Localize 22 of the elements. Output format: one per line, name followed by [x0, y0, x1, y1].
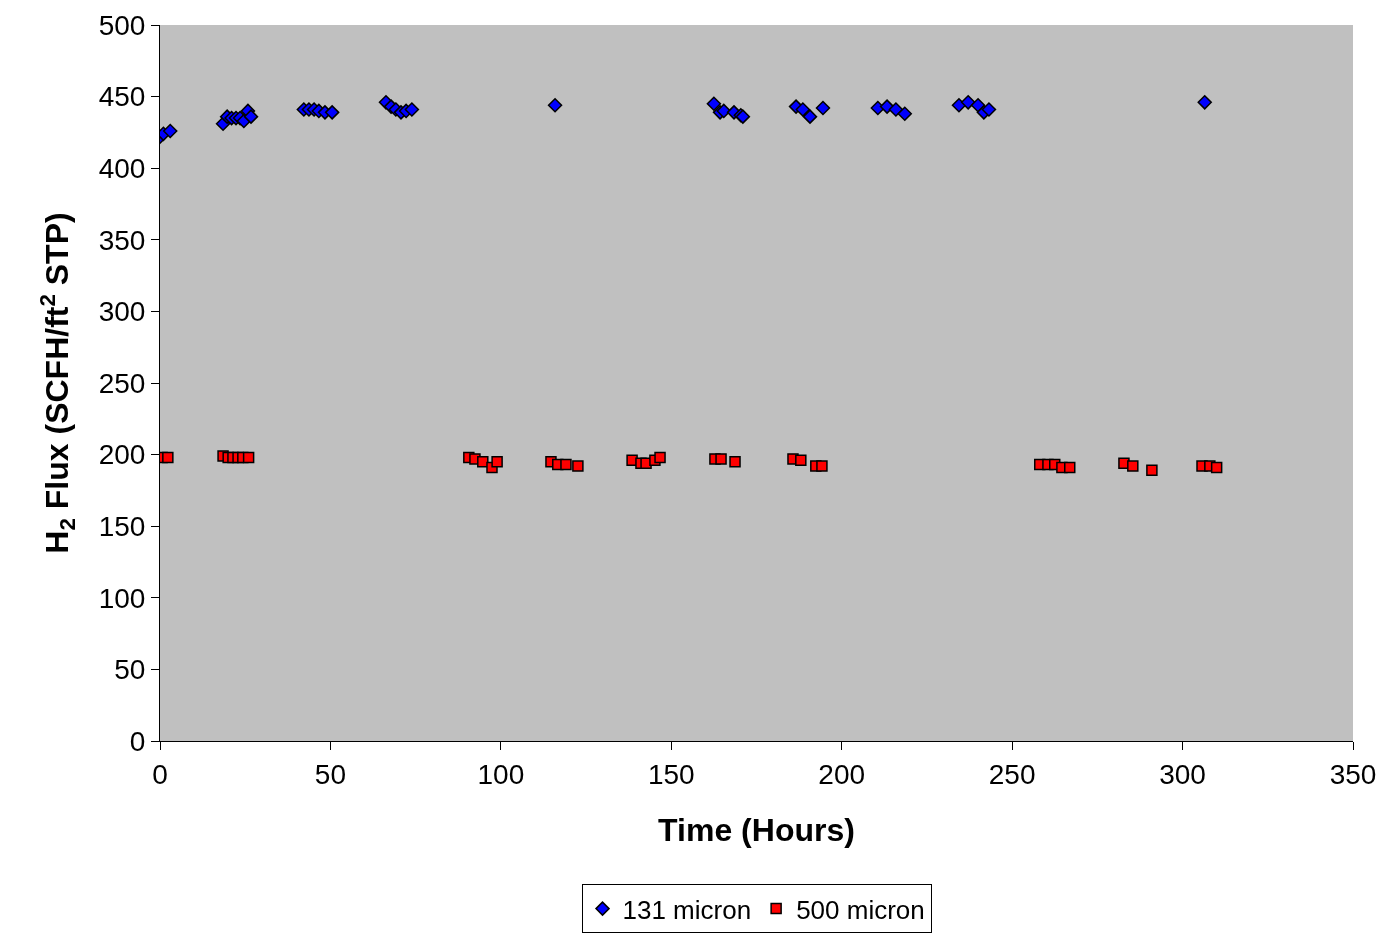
legend-label: 500 micron	[796, 894, 925, 925]
y-tick-label: 450	[98, 81, 146, 113]
y-tick-label: 200	[98, 439, 146, 471]
x-tick-label: 250	[988, 758, 1036, 790]
legend-label: 131 micron	[622, 894, 752, 925]
x-tick-label: 300	[1159, 758, 1206, 790]
x-tick-label: 100	[477, 758, 525, 790]
y-tick-label: 50	[114, 654, 146, 686]
y-tick-label: 250	[98, 367, 146, 399]
y-tick-label: 100	[98, 582, 146, 614]
y-tick-label: 300	[98, 296, 146, 328]
x-tick-label: 0	[152, 758, 168, 790]
y-tick-label: 350	[98, 224, 146, 256]
y-tick-label: 500	[98, 9, 146, 41]
x-tick-label: 350	[1329, 758, 1377, 790]
x-tick-label: 200	[818, 758, 866, 790]
y-tick-label: 400	[98, 153, 146, 184]
x-tick-label: 50	[314, 758, 347, 790]
y-tick-label: 150	[98, 511, 146, 542]
y-tick-label: 0	[129, 725, 146, 757]
x-axis-title: Time (Hours)	[658, 812, 855, 849]
x-tick-label: 150	[647, 758, 695, 790]
